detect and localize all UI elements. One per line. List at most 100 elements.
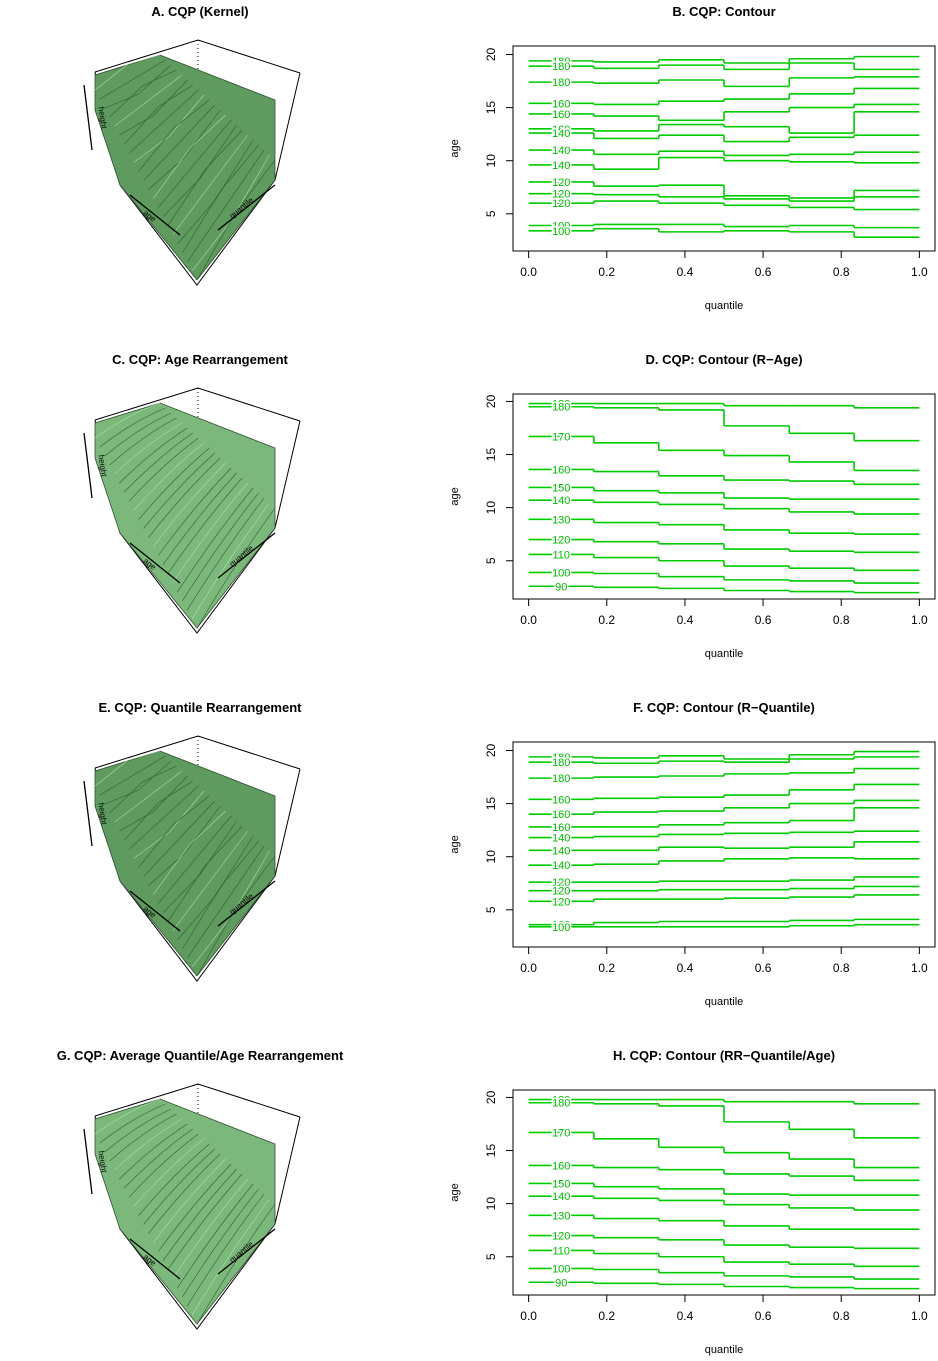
y-tick-label: 20 [484, 394, 498, 408]
surface-stripe [143, 1148, 215, 1225]
surface-stripe [148, 805, 221, 886]
surface-stripe [172, 1178, 248, 1279]
surface-stripe [128, 89, 199, 154]
contour-label: 150 [552, 482, 570, 494]
contour-label: 180 [552, 61, 570, 73]
surface-stripe [138, 447, 210, 520]
contour-label: 120 [552, 1231, 570, 1243]
contour-label: 140 [552, 833, 570, 845]
surface-stripe [123, 432, 194, 493]
z-axis-label: height [97, 454, 109, 478]
axis-arrow [129, 542, 181, 584]
contour-label: 140 [552, 145, 570, 157]
x-tick-label: 0.2 [598, 613, 615, 627]
axis-arrow [129, 1238, 181, 1280]
axis-arrow [83, 780, 93, 847]
surface-stripe [133, 790, 205, 859]
x-tick-label: 0.2 [598, 1309, 615, 1323]
contour-label: 140 [552, 128, 570, 140]
z-axis-label: height [97, 802, 109, 826]
surface-stripe [123, 780, 194, 841]
y-tick-label: 10 [484, 850, 498, 864]
surface-stripe [94, 402, 161, 439]
y-axis-label: age [449, 139, 461, 157]
surface-stripe [153, 114, 226, 199]
axis-arrow [83, 84, 93, 151]
surface-stripe [109, 69, 177, 118]
x-tick-label: 0.8 [833, 613, 850, 627]
y-tick-label: 20 [484, 744, 498, 758]
x-tick-label: 1.0 [911, 613, 928, 627]
panel-title: H. CQP: Contour (RR−Quantile/Age) [613, 1048, 835, 1063]
panel-title: D. CQP: Contour (R−Age) [645, 352, 802, 367]
surface-stripe [138, 99, 210, 172]
y-axis-label: age [449, 487, 461, 505]
x-tick-label: 1.0 [911, 265, 928, 279]
x-axis-label: quantile [705, 996, 744, 1008]
x-tick-label: 0.8 [833, 1309, 850, 1323]
surface-stripe [119, 1123, 188, 1180]
surface-stripe [196, 507, 276, 629]
panel-title: B. CQP: Contour [672, 4, 775, 19]
x-tick-label: 0.4 [677, 1309, 694, 1323]
surface [94, 402, 276, 629]
panel-title: A. CQP (Kernel) [151, 4, 248, 19]
x-axis-label: quantile [705, 300, 744, 312]
y-tick-label: 10 [484, 154, 498, 168]
surface-stripe [191, 502, 270, 620]
surface-stripe [143, 452, 215, 529]
surface-stripe [182, 840, 259, 950]
surface-stripe [172, 134, 248, 235]
surface-stripe [109, 765, 177, 814]
contour-label: 110 [552, 549, 570, 561]
surface-stripe [119, 79, 188, 136]
contour-label: 180 [552, 773, 570, 785]
y-tick-label: 5 [484, 1253, 498, 1260]
surface-stripe [109, 417, 177, 466]
contour-label: 120 [552, 198, 570, 210]
plot-frame [512, 741, 936, 948]
contour-label: 160 [552, 109, 570, 121]
surface-stripe [172, 830, 248, 931]
axis-arrow [83, 1128, 93, 1195]
x-tick-label: 0.6 [755, 265, 772, 279]
surface [94, 54, 276, 281]
surface-stripe [133, 1138, 204, 1207]
surface-stripe [167, 477, 243, 574]
surface-stripe [94, 54, 161, 91]
surface-stripe [99, 407, 166, 448]
y-tick-label: 15 [484, 797, 498, 811]
surface-stripe [94, 750, 161, 787]
surface-stripe [99, 59, 166, 100]
contour-label: 160 [552, 822, 570, 834]
contour-label: 100 [552, 920, 570, 932]
contour-label: 160 [552, 794, 570, 806]
contour-label: 160 [552, 98, 570, 110]
surface-stripe [172, 482, 248, 583]
surface-stripe [123, 84, 194, 145]
contour-label: 120 [552, 877, 570, 889]
surface-stripe [128, 1133, 199, 1198]
contour-label: 120 [552, 886, 570, 898]
surface-stripe [148, 109, 221, 190]
surface-stripe [99, 1103, 166, 1144]
z-axis-label: height [97, 1150, 109, 1174]
y-tick-label: 15 [484, 1144, 498, 1158]
surface-stripe [114, 1118, 183, 1171]
surface-stripe [153, 462, 226, 547]
x-tick-label: 0.2 [598, 265, 615, 279]
y-tick-label: 5 [484, 906, 498, 913]
y-axis-label: age [449, 1183, 461, 1201]
contour-label: 190 [552, 1095, 570, 1107]
x-tick-label: 0.4 [677, 613, 694, 627]
panel-title: F. CQP: Contour (R−Quantile) [633, 700, 815, 715]
axis-arrow [217, 532, 276, 579]
x-tick-label: 0.2 [598, 961, 615, 975]
y-tick-label: 5 [484, 557, 498, 564]
surface-stripe [157, 467, 232, 556]
x-tick-label: 0.6 [755, 1309, 772, 1323]
contour-label: 120 [552, 189, 570, 201]
